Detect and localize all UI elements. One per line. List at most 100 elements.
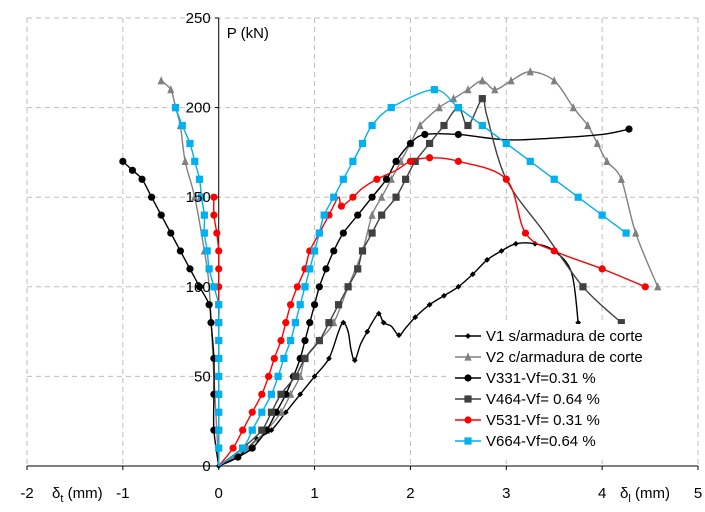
data-point [464, 85, 472, 94]
legend-swatch-marker [464, 374, 472, 382]
x-tick-label: 0 [215, 485, 223, 502]
y-axis-label: P (kN) [227, 25, 269, 42]
data-point [349, 157, 357, 165]
x-tick-label: 4 [598, 485, 606, 502]
data-point [239, 444, 247, 452]
series-group [119, 67, 662, 469]
data-point [526, 157, 534, 165]
data-point [574, 193, 582, 201]
data-point [569, 103, 577, 112]
data-point [320, 211, 328, 219]
data-point [315, 283, 323, 291]
data-point [498, 248, 505, 254]
data-point [339, 229, 347, 237]
data-point [375, 310, 382, 317]
data-point [215, 390, 223, 398]
data-point [215, 372, 223, 380]
data-point [205, 265, 213, 273]
series-line-transverse [160, 80, 220, 467]
data-point [138, 175, 146, 183]
data-point [502, 139, 510, 148]
x-tick-label: -1 [116, 485, 129, 502]
data-point [478, 76, 486, 85]
data-point [326, 355, 332, 362]
data-point [340, 319, 347, 326]
legend-swatch-marker [464, 416, 472, 424]
data-point [484, 257, 490, 263]
data-point [178, 121, 186, 130]
legend-swatch-marker [464, 395, 472, 403]
data-point [325, 319, 333, 327]
data-point [128, 166, 137, 174]
y-tick-label: 250 [186, 10, 211, 27]
data-point [512, 240, 519, 247]
data-point [440, 121, 448, 130]
data-point [248, 444, 256, 452]
data-point [287, 301, 295, 309]
data-point [603, 156, 611, 165]
data-point [186, 265, 194, 273]
data-point [406, 157, 415, 165]
data-point [280, 354, 288, 363]
data-point [378, 192, 386, 201]
data-point [368, 193, 376, 201]
data-point [421, 130, 429, 139]
data-point [382, 175, 391, 183]
legend-item: V331-Vf=0.31 % [455, 370, 596, 387]
data-point [167, 229, 175, 237]
series-line [218, 97, 622, 467]
data-point [248, 426, 256, 434]
legend-swatch-marker [465, 333, 471, 339]
data-point [491, 85, 499, 94]
data-point [550, 76, 558, 85]
x-tick-label: 1 [310, 485, 318, 502]
data-point [654, 282, 662, 291]
data-point [181, 156, 189, 165]
data-point [215, 336, 223, 345]
data-point [334, 301, 343, 309]
data-point [396, 332, 402, 339]
data-point [426, 139, 434, 148]
y-tick-label: 200 [186, 100, 211, 117]
data-point [229, 444, 237, 452]
series-v1-s-armadura-de-corte [215, 240, 582, 469]
data-point [632, 228, 640, 237]
series-v664-vf-0-64 [171, 86, 630, 467]
data-point [478, 121, 486, 130]
data-point [339, 175, 347, 183]
legend-swatch-marker [464, 352, 472, 361]
legend-label: V1 s/armadura de corte [486, 328, 643, 345]
data-point [641, 283, 649, 291]
data-point [454, 157, 462, 165]
data-point [625, 125, 633, 133]
legend-background [447, 324, 697, 460]
legend-label: V464-Vf= 0.64 % [486, 391, 600, 408]
y-tick-label: 150 [186, 189, 211, 206]
data-point [282, 319, 290, 327]
legend-item: V664-Vf=0.64 % [455, 433, 596, 450]
data-point [258, 408, 266, 416]
legend: V1 s/armadura de corte V2 c/armadura de c… [447, 324, 697, 460]
data-point [378, 211, 386, 219]
data-point [416, 120, 424, 130]
data-point [426, 154, 434, 162]
x-tick-label: -2 [20, 485, 33, 502]
data-point [349, 193, 357, 201]
legend-label: V531-Vf= 0.31 % [486, 412, 600, 429]
data-point [406, 139, 415, 148]
data-point [392, 193, 400, 201]
data-point [195, 283, 204, 291]
data-point [264, 372, 273, 380]
data-point [315, 336, 323, 345]
data-point [267, 390, 276, 398]
data-point [593, 138, 601, 148]
data-point [210, 283, 218, 291]
data-point [215, 301, 223, 309]
data-point [507, 76, 515, 85]
data-point [277, 336, 285, 345]
data-point [157, 76, 165, 85]
data-point [186, 139, 194, 148]
x-axis-label-transverse: δt (mm) [52, 485, 103, 505]
data-point [248, 408, 256, 416]
